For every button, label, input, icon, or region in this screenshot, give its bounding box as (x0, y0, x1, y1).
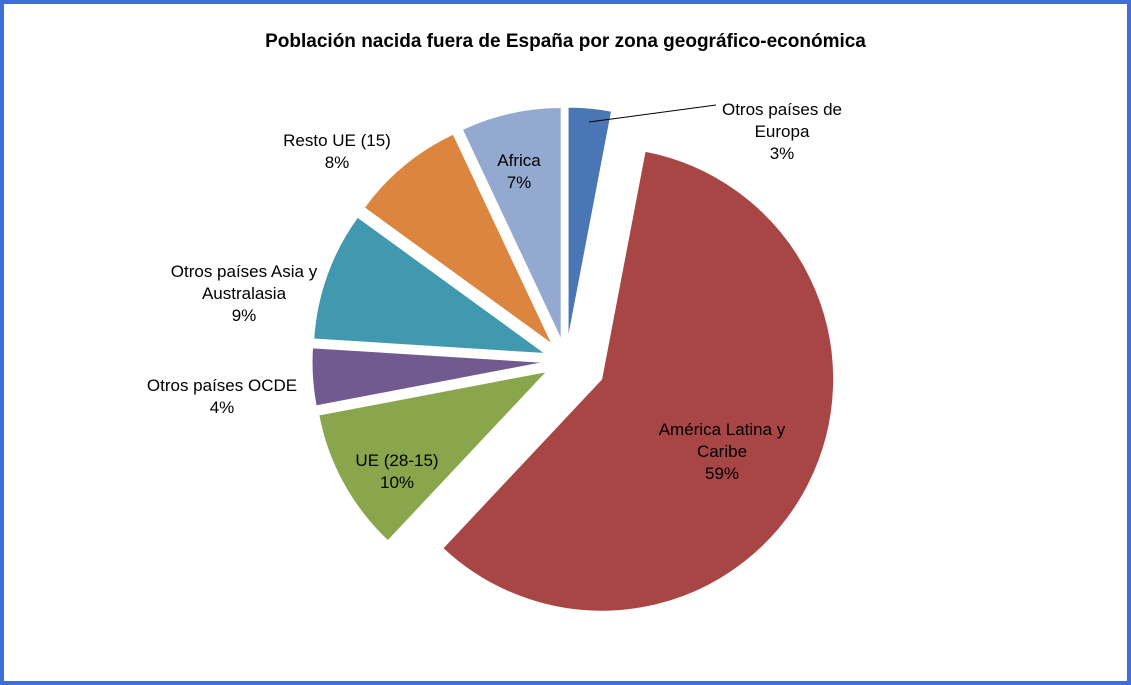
slice-label-name: Otros países OCDE (146, 376, 298, 395)
chart (311, 104, 835, 612)
slice-label-value: 8% (324, 153, 350, 172)
slice-label-value: 9% (231, 306, 257, 325)
leader-line (588, 104, 717, 123)
slice-label-value: 3% (769, 144, 795, 163)
pie-slice (567, 106, 613, 340)
slice-label: UE (28-15) 10% (342, 450, 452, 494)
slice-label-value: 7% (506, 173, 532, 192)
slice-label-name: UE (28-15) (355, 451, 439, 470)
chart-title: Población nacida fuera de España por zon… (265, 31, 866, 52)
pie-slice (318, 370, 549, 542)
slice-label-name: América Latina y Caribe (658, 420, 786, 461)
slice-label: Otros países de Europa 3% (707, 99, 857, 165)
slice-label-name: Otros países de Europa (721, 100, 842, 141)
slice-label-value: 4% (209, 398, 235, 417)
slice-label: Africa 7% (479, 150, 559, 194)
slice-label: Otros países Asia y Australasia 9% (139, 261, 349, 327)
pie-slice (363, 133, 553, 345)
slice-label-value: 59% (704, 464, 740, 483)
slice-label: Resto UE (15) 8% (262, 130, 412, 174)
slice-label-value: 10% (379, 473, 415, 492)
slice-label-name: Otros países Asia y Australasia (170, 262, 318, 303)
slice-label-name: Africa (497, 151, 541, 170)
slice-label: América Latina y Caribe 59% (637, 419, 807, 485)
pie-slice (311, 347, 545, 407)
pie-slice (442, 150, 835, 612)
pie-slice (313, 216, 547, 355)
slice-label: Otros países OCDE 4% (127, 375, 317, 419)
pie-slice (461, 107, 562, 340)
slice-label-name: Resto UE (15) (283, 131, 391, 150)
